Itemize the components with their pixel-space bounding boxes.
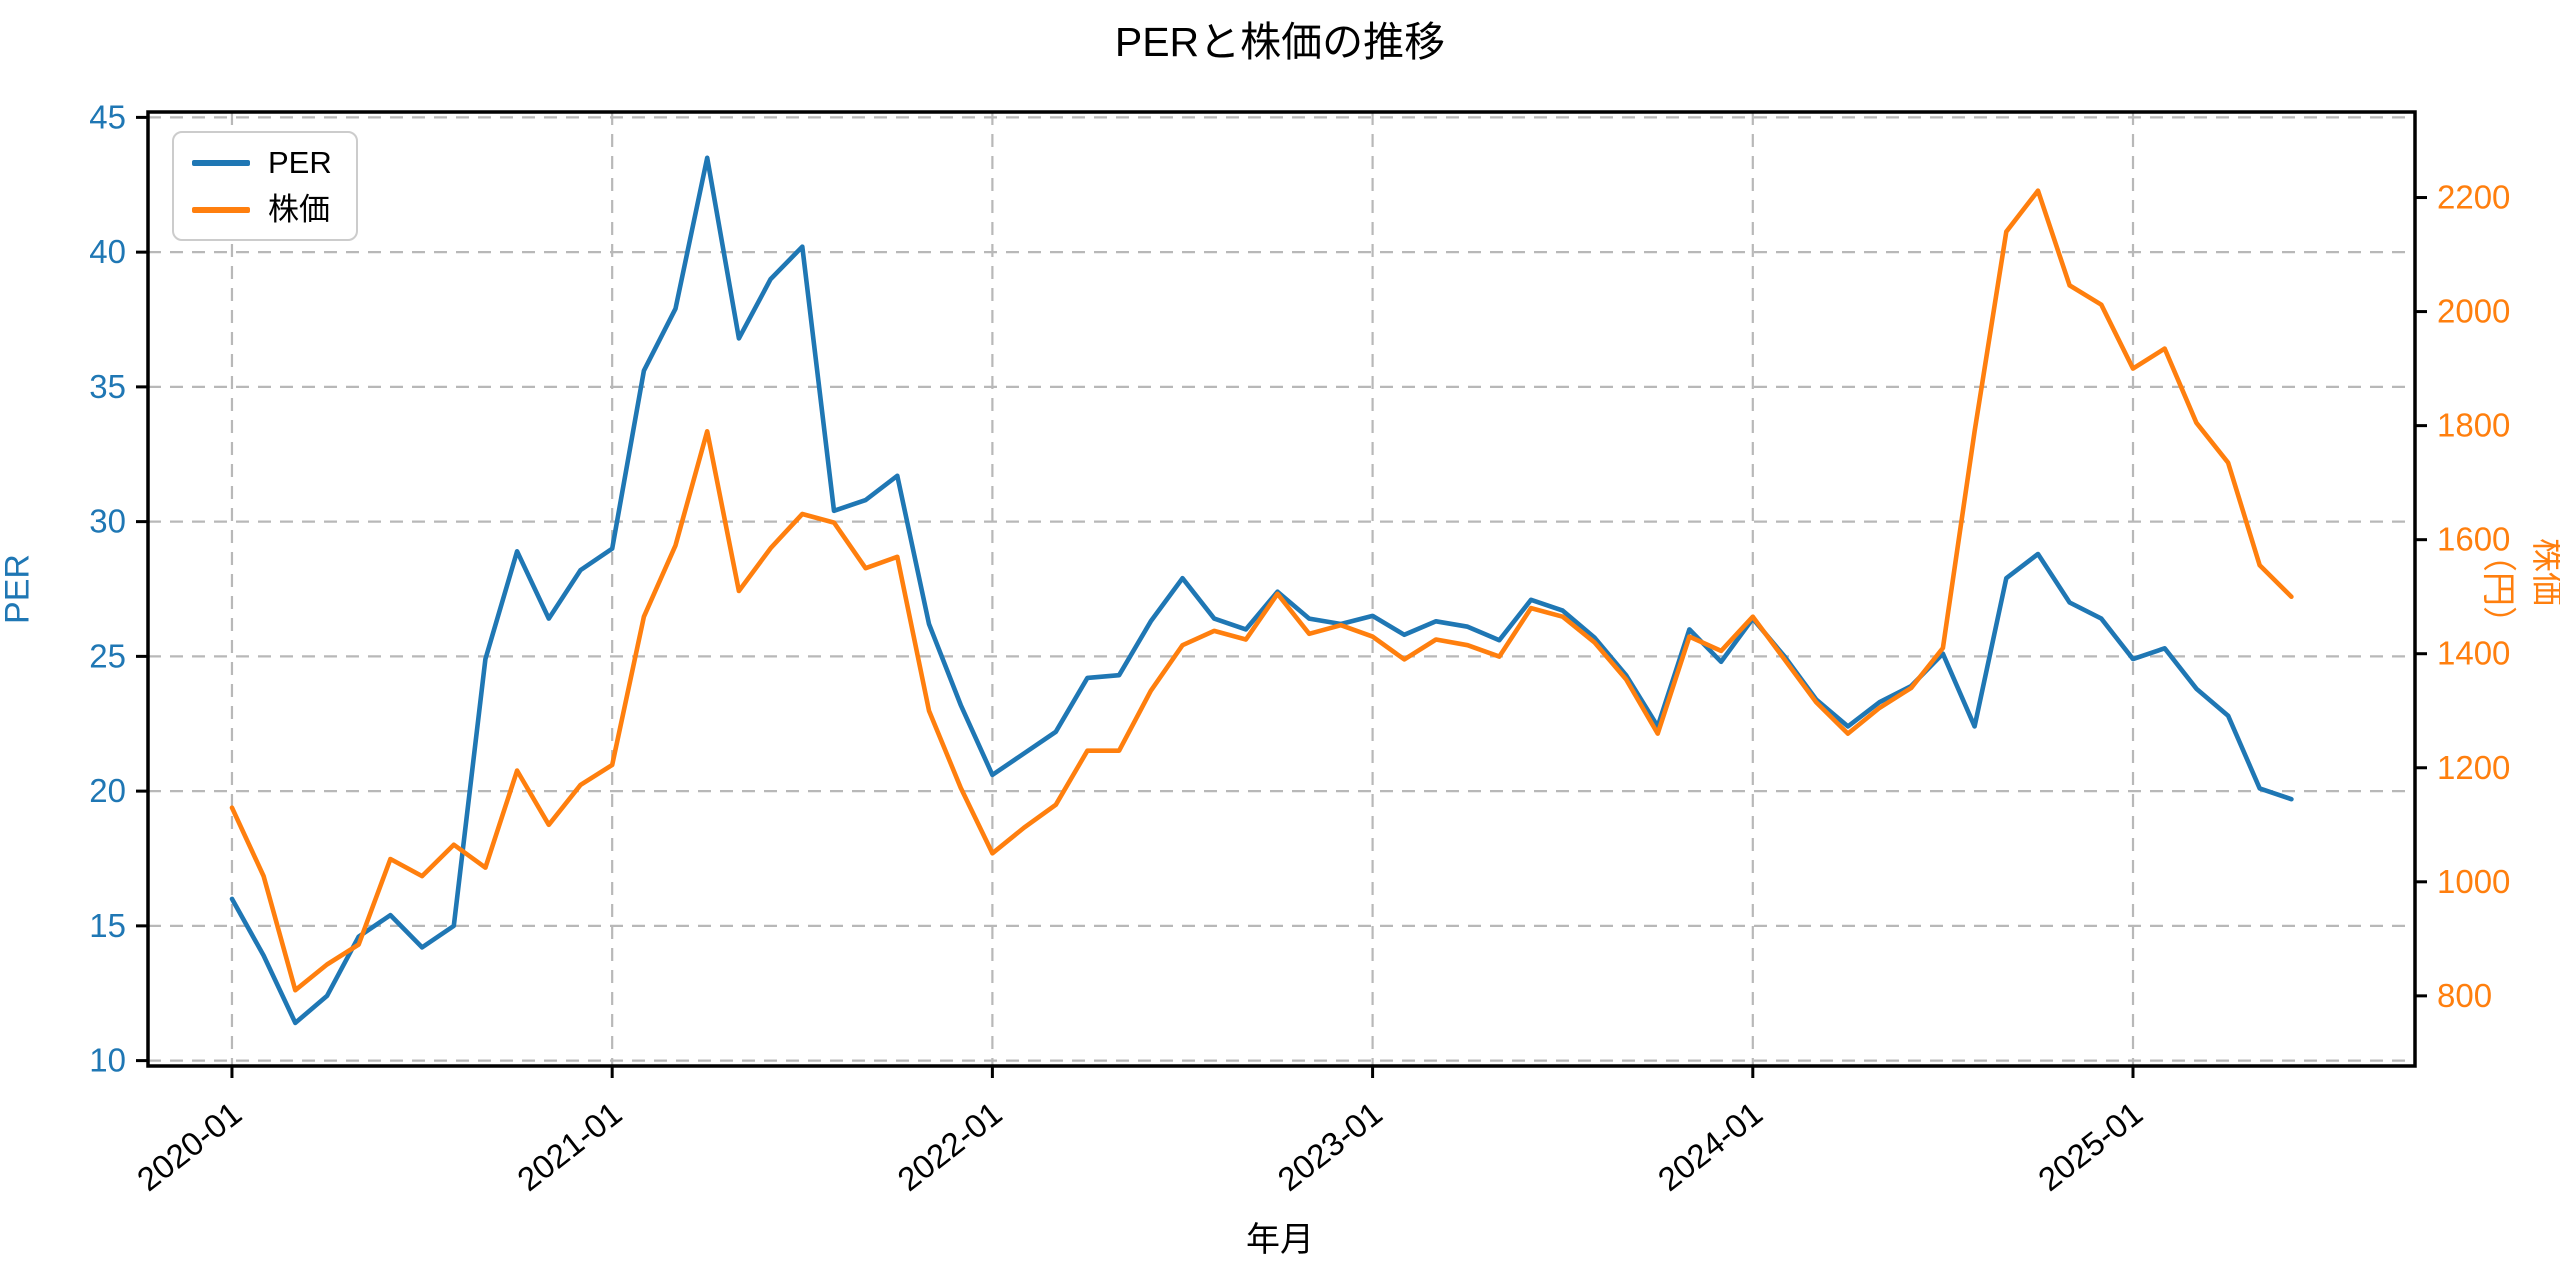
left-tick-label: 20 xyxy=(89,772,126,809)
right-tick-label: 1600 xyxy=(2437,521,2510,558)
per-line-swatch-icon xyxy=(192,159,250,166)
left-tick-label: 35 xyxy=(89,368,126,405)
left-tick-label: 30 xyxy=(89,503,126,540)
left-y-axis-label: PER xyxy=(0,554,37,624)
left-tick-label: 10 xyxy=(89,1042,126,1079)
right-y-axis-label: 株価（円） xyxy=(2479,538,2560,640)
right-tick-label: 2200 xyxy=(2437,179,2510,216)
legend: PER 株価 xyxy=(172,131,358,241)
per-line xyxy=(229,155,2294,1026)
chart-title: PERと株価の推移 xyxy=(1114,19,1446,65)
right-tick-label: 2000 xyxy=(2437,293,2510,330)
right-tick-label: 800 xyxy=(2437,977,2492,1014)
x-tick-label: 2023-01 xyxy=(1271,1094,1389,1198)
x-tick-label: 2021-01 xyxy=(510,1094,628,1198)
x-tick-label: 2025-01 xyxy=(2031,1094,2149,1198)
x-tick-label: 2020-01 xyxy=(130,1094,248,1198)
right-tick-label: 1200 xyxy=(2437,749,2510,786)
left-tick-label: 25 xyxy=(89,637,126,674)
x-tick-label: 2022-01 xyxy=(890,1094,1008,1198)
legend-item-per: PER xyxy=(192,147,332,178)
x-axis-label: 年月 xyxy=(1246,1221,1314,1259)
left-tick-label: 45 xyxy=(89,98,126,135)
left-tick-label: 40 xyxy=(89,233,126,270)
stock-price-line-swatch-icon xyxy=(192,206,250,213)
left-tick-label: 15 xyxy=(89,907,126,944)
legend-label-stock-price: 株価 xyxy=(268,192,330,227)
legend-label-per: PER xyxy=(268,145,332,180)
plot-border xyxy=(146,110,2417,1068)
x-tick-label: 2024-01 xyxy=(1651,1094,1769,1198)
right-tick-label: 1800 xyxy=(2437,407,2510,444)
right-tick-label: 1000 xyxy=(2437,863,2510,900)
stock-price-line xyxy=(229,188,2294,993)
legend-item-stock-price: 株価 xyxy=(192,194,332,225)
right-tick-label: 1400 xyxy=(2437,635,2510,672)
